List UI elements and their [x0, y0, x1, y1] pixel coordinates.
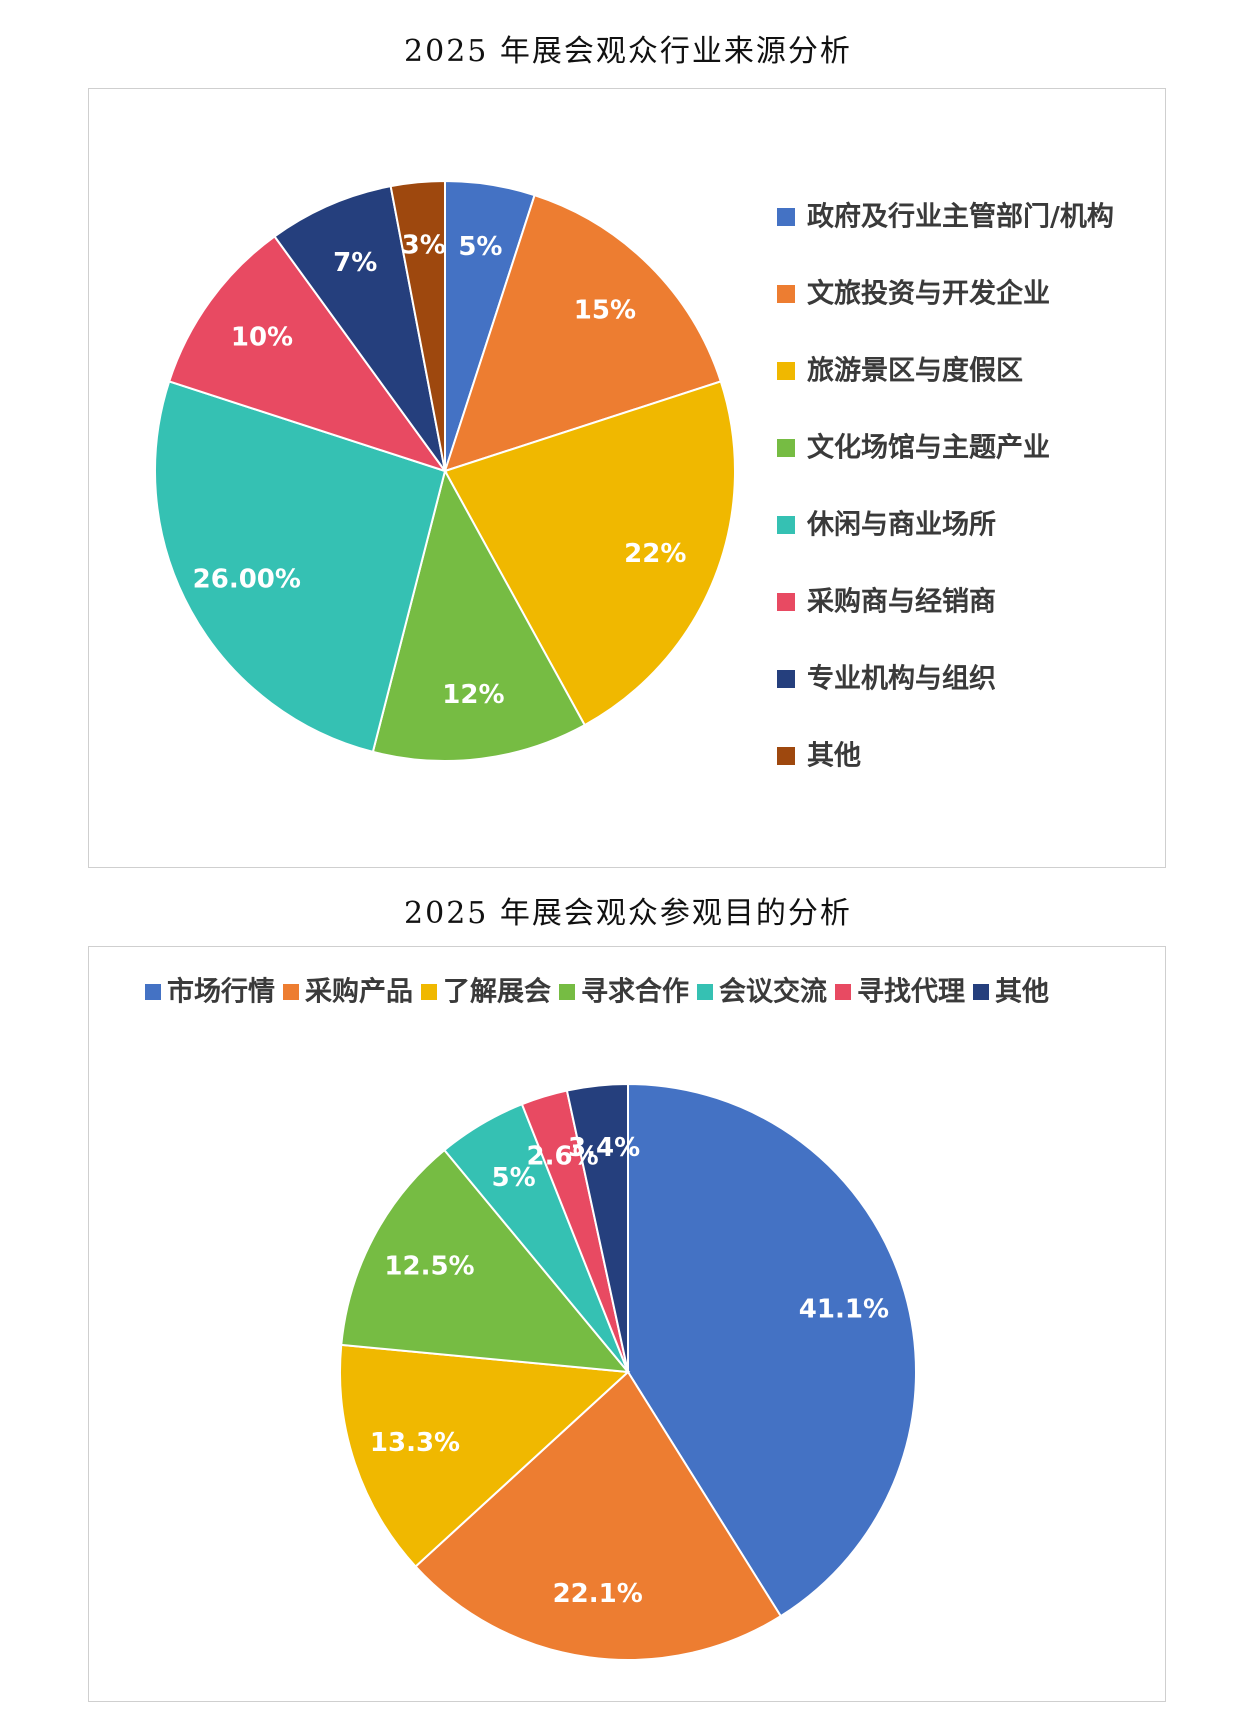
chart1-legend-label: 文化场馆与主题产业 [807, 432, 1050, 464]
chart1-legend-label: 其他 [807, 741, 861, 772]
chart2-legend-swatch [697, 984, 713, 1000]
chart2-data-label: 22.1% [553, 1579, 643, 1609]
chart2-legend-label: 寻求合作 [581, 976, 689, 1008]
chart1-legend-swatch [777, 593, 795, 611]
chart1-data-label: 5% [458, 232, 502, 262]
chart2-legend-label: 采购产品 [305, 977, 413, 1008]
chart2-slice [627, 1082, 917, 1618]
chart2-legend-swatch [559, 984, 575, 1000]
chart1-legend-label: 采购商与经销商 [807, 586, 996, 618]
chart1-slice [371, 468, 587, 762]
chart2-legend-swatch [283, 984, 299, 1000]
chart2-slice [565, 1082, 629, 1373]
chart1-legend-label: 休闲与商业场所 [806, 510, 996, 541]
chart2-legend-label: 市场行情 [167, 976, 275, 1008]
chart1-slice [154, 380, 447, 754]
chart2-legend-label: 其他 [995, 977, 1049, 1008]
chart1-legend-label: 文旅投资与开发企业 [807, 278, 1050, 310]
chart1-data-label: 22% [624, 539, 686, 569]
chart1-legend-label: 专业机构与组织 [807, 663, 996, 695]
chart1-slice [443, 193, 723, 473]
chart2-legend-swatch [973, 984, 989, 1000]
chart1-legend-swatch [777, 670, 795, 688]
chart2-data-label: 12.5% [384, 1251, 474, 1281]
chart2-title: 2025 年展会观众参观目的分析 [404, 896, 852, 931]
chart2-slice [340, 1148, 631, 1374]
chart1-legend-swatch [777, 285, 795, 303]
chart2-legend-label: 了解展会 [443, 977, 551, 1008]
chart1-slice [443, 380, 736, 727]
chart1-legend-swatch [777, 208, 795, 226]
chart1-data-label: 3% [402, 230, 446, 260]
chart2-slice [339, 1343, 631, 1568]
chart1-legend-swatch [777, 362, 795, 380]
chart2-pie-svg: 市场行情 采购产品 了解展会 寻求合作 会议交流 寻找代理 其他 41.1% 22.1% 13.3… [145, 976, 1049, 1661]
chart1-legend-swatch [777, 516, 795, 534]
chart1-panel: 5% 15% 22% 12% 26.00% 10% 7% 3% 政府及行业主管部门/机构 文旅投资… [88, 88, 1166, 868]
chart1-legend-swatch [777, 439, 795, 457]
chart1-slice [167, 234, 448, 473]
chart2-legend-swatch [145, 984, 161, 1000]
chart2-legend-label: 会议交流 [719, 976, 827, 1008]
chart2-legend-swatch [835, 984, 851, 1000]
chart2-data-label: 3.4% [568, 1133, 640, 1163]
chart2-data-label: 41.1% [799, 1295, 889, 1325]
chart1-legend-label: 旅游景区与度假区 [807, 355, 1023, 387]
chart1-legend-label: 政府及行业主管部门/机构 [807, 201, 1114, 233]
chart1-data-label: 12% [442, 680, 504, 710]
chart2-data-label: 5% [492, 1163, 536, 1193]
chart1-pie-svg: 5% 15% 22% 12% 26.00% 10% 7% 3% 政府及行业主管部门/机构文旅投资… [154, 179, 1114, 772]
chart2-data-label: 2.6% [527, 1142, 599, 1172]
chart2-legend-label: 寻找代理 [857, 977, 965, 1008]
chart1-data-label: 7% [333, 248, 377, 278]
chart2-legend-swatch [421, 984, 437, 1000]
chart1-title: 2025 年展会观众行业来源分析 [404, 34, 852, 69]
chart1-data-label: 26.00% [193, 565, 301, 595]
chart1-slice [273, 184, 446, 472]
chart1-data-label: 10% [231, 323, 293, 353]
chart1-data-label: 15% [574, 296, 636, 326]
chart1-legend-swatch [777, 747, 795, 765]
chart2-panel: 市场行情 采购产品 了解展会 寻求合作 会议交流 寻找代理 其他 41.1% 22.1% 13.3… [88, 946, 1166, 1702]
chart2-data-label: 13.3% [370, 1428, 460, 1458]
chart2-slice [414, 1370, 783, 1661]
chart1-slice [389, 179, 446, 472]
